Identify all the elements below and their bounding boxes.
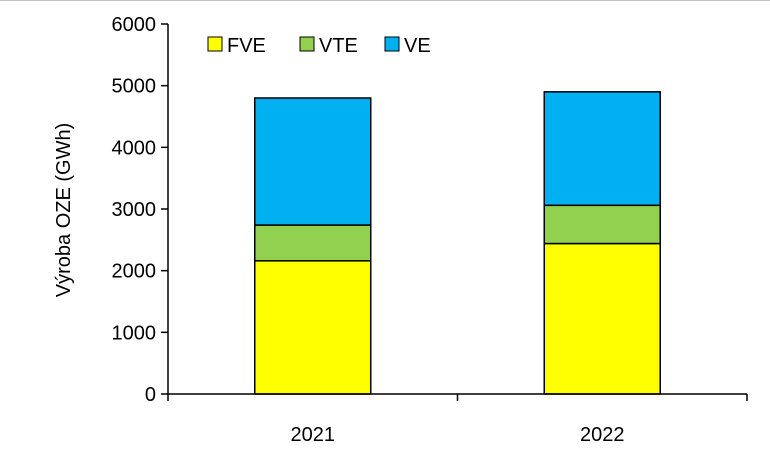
- y-tick-label: 3000: [112, 199, 157, 221]
- bar-fve-2022: [543, 242, 661, 395]
- legend-label-vte: VTE: [319, 35, 358, 57]
- y-tick-label: 6000: [112, 14, 157, 36]
- y-tick-label: 0: [145, 384, 156, 406]
- legend-swatch-fve: [207, 36, 223, 52]
- axes-group: 2021 2022 0 1000 2000 3000 4000 5000 6000: [112, 14, 748, 446]
- bar-ve-2021: [254, 97, 372, 226]
- chart-frame-border: [0, 0, 770, 1]
- bar-ve-2022: [543, 91, 661, 207]
- legend-swatch-ve: [384, 36, 400, 52]
- bar-vte-2021: [254, 224, 372, 262]
- bars-group: [254, 91, 661, 395]
- y-tick-label: 1000: [112, 322, 157, 344]
- bar-vte-2022: [543, 204, 661, 245]
- legend-swatch-vte: [299, 36, 315, 52]
- y-tick-label: 5000: [112, 76, 157, 98]
- legend-label-ve: VE: [404, 35, 431, 57]
- x-tick-label: 2022: [580, 424, 625, 446]
- legend-label-fve: FVE: [227, 35, 266, 57]
- legend: FVE VTE VE: [207, 35, 431, 57]
- y-axis-title: Výroba OZE (GWh): [53, 123, 75, 297]
- y-tick-label: 2000: [112, 261, 157, 283]
- bar-fve-2021: [254, 260, 372, 395]
- y-tick-label: 4000: [112, 137, 157, 159]
- x-tick-label: 2021: [291, 424, 336, 446]
